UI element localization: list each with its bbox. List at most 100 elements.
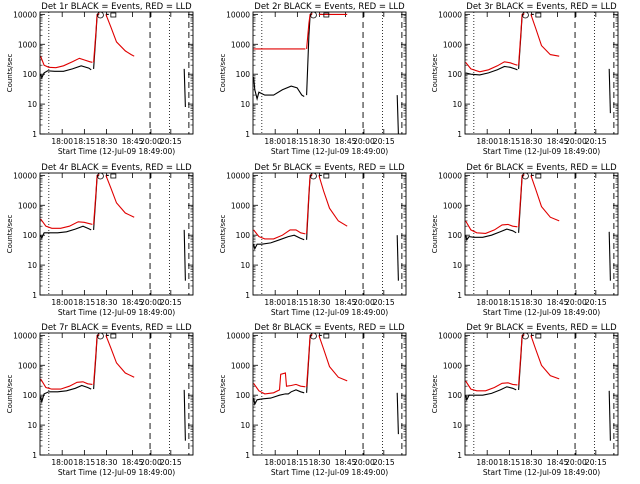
events-series-line <box>253 389 305 406</box>
x-tick-label: 18:45 <box>122 298 144 307</box>
y-tick-label: 10000 <box>226 331 250 340</box>
events-series-line <box>253 234 305 251</box>
plot-data <box>253 333 403 455</box>
x-tick-label: 20:15 <box>373 137 395 146</box>
x-tick-label: 20:15 <box>585 137 607 146</box>
saturation-marker <box>110 173 117 179</box>
y-tick-label: 10 <box>27 261 37 270</box>
lld-series-line <box>465 220 518 234</box>
x-tick-label: 20:15 <box>585 458 607 467</box>
y-tick-label: 1 <box>457 451 462 460</box>
y-tick-label: 10 <box>240 421 250 430</box>
lld-series-line <box>253 229 306 240</box>
y-tick-label: 10000 <box>13 10 37 19</box>
saturation-marker <box>310 333 317 340</box>
x-tick-label: 20:00 <box>565 137 587 146</box>
panel-title: Det 2r BLACK = Events, RED = LLD <box>254 2 405 12</box>
saturation-marker <box>310 12 317 19</box>
y-tick-label: 10 <box>452 261 462 270</box>
panel-title: Det 6r BLACK = Events, RED = LLD <box>466 163 617 173</box>
events-series-line <box>396 235 399 281</box>
lld-series-line <box>105 14 135 57</box>
x-tick-label: 18:15 <box>74 458 96 467</box>
y-tick-label: 1000 <box>443 40 462 49</box>
x-axis-label: Start Time (12-Jul-09 18:49:00) <box>271 468 388 477</box>
y-tick-label: 1000 <box>18 361 37 370</box>
x-tick-label: 18:00 <box>51 137 73 146</box>
x-tick-label: 18:45 <box>335 298 357 307</box>
x-tick-label: 18:00 <box>476 137 498 146</box>
lld-series-line <box>105 175 135 218</box>
x-tick-label: 18:30 <box>309 458 331 467</box>
plot-frame <box>39 172 194 296</box>
plot-data <box>253 173 403 295</box>
x-tick-label: 18:30 <box>309 137 331 146</box>
x-tick-label: 20:15 <box>160 298 182 307</box>
panel-title: Det 9r BLACK = Events, RED = LLD <box>466 323 617 333</box>
lld-series-line <box>306 334 313 387</box>
y-tick-label: 10000 <box>438 10 462 19</box>
saturation-marker <box>323 173 330 179</box>
x-tick-label: 18:15 <box>499 137 521 146</box>
saturation-marker <box>97 333 104 340</box>
y-tick-label: 1000 <box>231 201 250 210</box>
events-series-line <box>40 65 92 80</box>
x-tick-label: 18:45 <box>122 137 144 146</box>
plot-data <box>40 173 190 295</box>
x-tick-label: 18:30 <box>521 298 543 307</box>
x-tick-label: 18:00 <box>476 298 498 307</box>
y-tick-label: 10000 <box>13 171 37 180</box>
y-tick-label: 10 <box>452 100 462 109</box>
x-tick-label: 20:15 <box>160 137 182 146</box>
plot-frame <box>252 172 407 296</box>
y-axis-label: Counts/sec <box>431 54 439 93</box>
panel-title: Det 8r BLACK = Events, RED = LLD <box>254 323 405 333</box>
y-tick-label: 10 <box>27 100 37 109</box>
saturation-marker <box>522 173 529 180</box>
saturation-marker <box>323 333 330 339</box>
y-tick-label: 1 <box>245 130 250 139</box>
x-tick-label: 20:15 <box>585 298 607 307</box>
y-tick-label: 10000 <box>13 331 37 340</box>
x-tick-label: 18:00 <box>51 458 73 467</box>
y-tick-label: 10 <box>27 421 37 430</box>
saturation-marker <box>110 12 117 18</box>
x-axis-label: Start Time (12-Jul-09 18:49:00) <box>271 147 388 156</box>
y-tick-label: 1 <box>32 291 37 300</box>
lld-series-line <box>40 378 93 390</box>
x-axis-label: Start Time (12-Jul-09 18:49:00) <box>483 147 600 156</box>
events-series-line <box>465 386 517 402</box>
x-axis-label: Start Time (12-Jul-09 18:49:00) <box>483 308 600 317</box>
plot-data <box>40 333 190 455</box>
y-tick-label: 1 <box>245 291 250 300</box>
y-tick-label: 1000 <box>231 361 250 370</box>
x-tick-label: 18:45 <box>335 458 357 467</box>
x-tick-label: 18:45 <box>547 458 569 467</box>
events-series-line <box>253 77 305 101</box>
lld-series-line <box>530 14 560 57</box>
plot-frame <box>39 11 194 135</box>
x-tick-label: 20:15 <box>160 458 182 467</box>
panel-title: Det 7r BLACK = Events, RED = LLD <box>41 323 192 333</box>
lld-series-line <box>306 13 313 49</box>
x-tick-label: 20:00 <box>353 137 375 146</box>
y-tick-label: 10 <box>452 421 462 430</box>
events-series-line <box>465 228 517 242</box>
saturation-marker <box>535 173 542 179</box>
saturation-marker <box>97 173 104 180</box>
y-tick-label: 1 <box>32 451 37 460</box>
panel-title: Det 4r BLACK = Events, RED = LLD <box>41 163 192 173</box>
events-series-line <box>183 68 186 108</box>
y-axis-label: Counts/sec <box>431 215 439 254</box>
x-tick-label: 18:30 <box>309 298 331 307</box>
lld-series-line <box>465 380 518 392</box>
y-tick-label: 1000 <box>18 40 37 49</box>
y-tick-label: 10000 <box>438 331 462 340</box>
x-tick-label: 18:30 <box>96 458 118 467</box>
plot-data <box>253 12 403 134</box>
x-tick-label: 18:45 <box>335 137 357 146</box>
y-tick-label: 1000 <box>18 201 37 210</box>
events-series-line <box>306 13 313 96</box>
events-series-line <box>396 95 399 134</box>
